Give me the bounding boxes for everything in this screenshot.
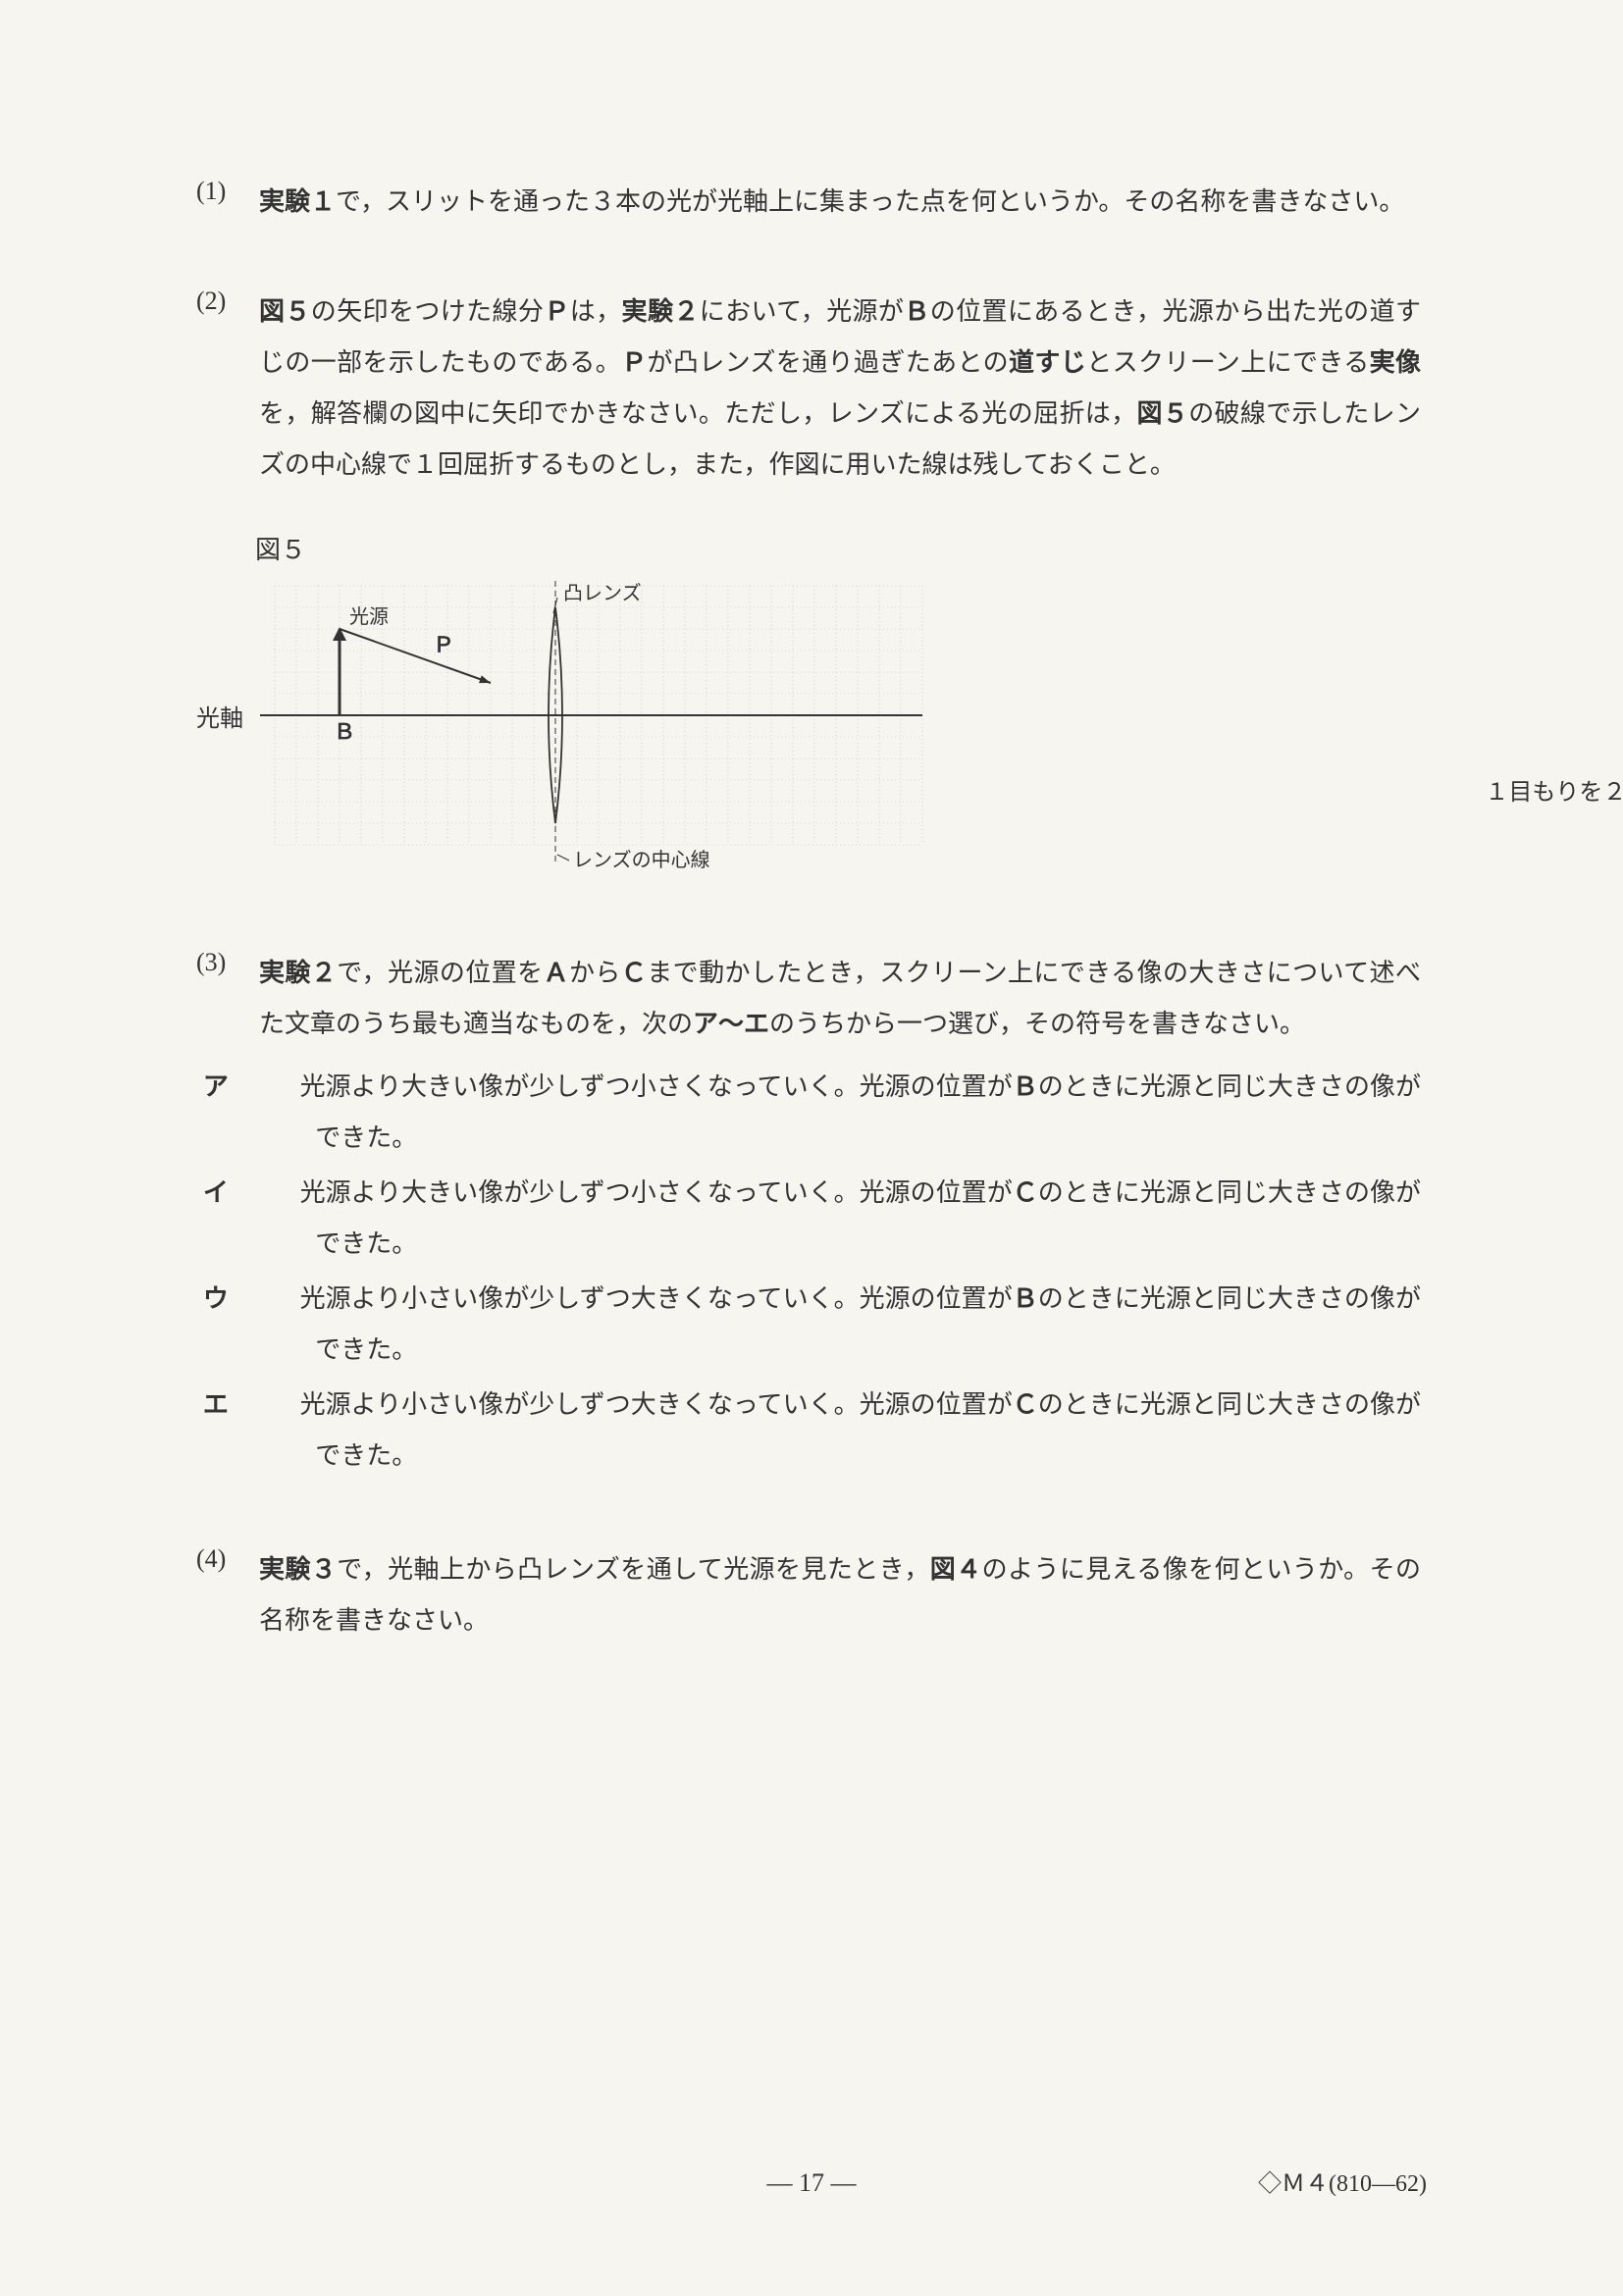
question-4: (4) 実験３で，光軸上から凸レンズを通して光源を見たとき，図４のように見える像… bbox=[196, 1544, 1427, 1646]
choice-a-t0: 光源より大きい像が少しずつ小さくなっていく。光源の位置が bbox=[300, 1072, 1013, 1101]
q2-body: 図５の矢印をつけた線分Ｐは，実験２において，光源がＢの位置にあるとき，光源から出… bbox=[259, 287, 1421, 491]
q3-t2: から bbox=[569, 959, 621, 987]
q2-bold-1: 図５ bbox=[259, 297, 311, 326]
q3-t1: で，光源の位置を bbox=[337, 959, 543, 987]
q3-A: Ａ bbox=[544, 959, 569, 987]
q3-number: (3) bbox=[196, 948, 255, 977]
q2-t2: は， bbox=[570, 297, 622, 326]
q3-choices: ア光源より大きい像が少しずつ小さくなっていく。光源の位置がＢのときに光源と同じ大… bbox=[259, 1062, 1421, 1482]
q1-bold-1: 実験１ bbox=[259, 187, 336, 216]
q4-bold-2: 図４ bbox=[930, 1555, 982, 1584]
svg-text:Ｐ: Ｐ bbox=[433, 633, 454, 657]
choice-u: ウ光源より小さい像が少しずつ大きくなっていく。光源の位置がＢのときに光源と同じ大… bbox=[259, 1274, 1421, 1376]
q2-bold-3: 道すじ bbox=[1009, 348, 1086, 377]
q4-bold-1: 実験３ bbox=[259, 1555, 337, 1584]
q2-bold-5: 図５ bbox=[1137, 399, 1189, 428]
q2-t3: において，光源が bbox=[700, 297, 905, 326]
exam-page: (1) 実験１で，スリットを通った３本の光が光軸上に集まった点を何というか。その… bbox=[0, 0, 1623, 2296]
page-code: ◇Ｍ４(810―62) bbox=[1258, 2164, 1427, 2198]
choice-a-key: ア bbox=[259, 1062, 300, 1113]
choice-a-b: Ｂ bbox=[1013, 1072, 1038, 1101]
q2-P1: Ｐ bbox=[544, 297, 569, 326]
figure5-svg: 光源 Ｂ Ｐ 凸レンズレンズの中心線 bbox=[255, 576, 962, 884]
q3-body: 実験２で，光源の位置をＡからＣまで動かしたとき，スクリーン上にできる像の大きさに… bbox=[259, 948, 1421, 1486]
q2-t5: が凸レンズを通り過ぎたあとの bbox=[647, 348, 1009, 377]
q2-P2: Ｐ bbox=[621, 348, 647, 377]
scale-note: １目もりを２cm とする bbox=[1485, 772, 1623, 807]
choice-e-t0: 光源より小さい像が少しずつ大きくなっていく。光源の位置が bbox=[300, 1390, 1013, 1419]
q4-t1: で，光軸上から凸レンズを通して光源を見たとき， bbox=[337, 1555, 930, 1584]
choice-i-key: イ bbox=[259, 1168, 300, 1219]
q4-body: 実験３で，光軸上から凸レンズを通して光源を見たとき，図４のように見える像を何とい… bbox=[259, 1544, 1421, 1646]
svg-text:Ｂ: Ｂ bbox=[334, 719, 355, 744]
q2-t6: とスクリーン上にできる bbox=[1086, 348, 1369, 377]
question-1: (1) 実験１で，スリットを通った３本の光が光軸上に集まった点を何というか。その… bbox=[196, 177, 1427, 228]
q3-bold-1: 実験２ bbox=[259, 959, 337, 987]
q1-text-1: で，スリットを通った３本の光が光軸上に集まった点を何というか。その名称を書きなさ… bbox=[336, 187, 1404, 216]
choice-i-t0: 光源より大きい像が少しずつ小さくなっていく。光源の位置が bbox=[300, 1178, 1013, 1207]
choice-i-b: Ｃ bbox=[1013, 1178, 1038, 1207]
choice-a: ア光源より大きい像が少しずつ小さくなっていく。光源の位置がＢのときに光源と同じ大… bbox=[259, 1062, 1421, 1164]
choice-i: イ光源より大きい像が少しずつ小さくなっていく。光源の位置がＣのときに光源と同じ大… bbox=[259, 1168, 1421, 1270]
svg-text:凸レンズ: 凸レンズ bbox=[563, 582, 642, 604]
optical-axis-label: 光軸 bbox=[196, 699, 243, 733]
q4-number: (4) bbox=[196, 1544, 255, 1574]
q2-number: (2) bbox=[196, 287, 255, 316]
svg-text:レンズの中心線: レンズの中心線 bbox=[573, 849, 710, 871]
q2-bold-4: 実像 bbox=[1370, 348, 1421, 377]
svg-text:光源: 光源 bbox=[349, 605, 389, 628]
question-3: (3) 実験２で，光源の位置をＡからＣまで動かしたとき，スクリーン上にできる像の… bbox=[196, 948, 1427, 1486]
q2-t1: の矢印をつけた線分 bbox=[311, 297, 545, 326]
choice-e: エ光源より小さい像が少しずつ大きくなっていく。光源の位置がＣのときに光源と同じ大… bbox=[259, 1380, 1421, 1482]
choice-u-key: ウ bbox=[259, 1274, 300, 1325]
q2-bold-2: 実験２ bbox=[622, 297, 700, 326]
choice-u-t0: 光源より小さい像が少しずつ大きくなっていく。光源の位置が bbox=[300, 1284, 1013, 1313]
q1-number: (1) bbox=[196, 177, 255, 206]
choice-u-b: Ｂ bbox=[1013, 1284, 1038, 1313]
q3-t4: のうちから一つ選び，その符号を書きなさい。 bbox=[769, 1010, 1305, 1038]
figure5-wrap: 光軸 光源ＢＰ凸レンズレンズの中心線 １目もりを２cm とする bbox=[255, 576, 1427, 889]
question-2: (2) 図５の矢印をつけた線分Ｐは，実験２において，光源がＢの位置にあるとき，光… bbox=[196, 287, 1427, 889]
choice-e-key: エ bbox=[259, 1380, 300, 1431]
q1-body: 実験１で，スリットを通った３本の光が光軸上に集まった点を何というか。その名称を書… bbox=[259, 177, 1421, 228]
q2-t7: を，解答欄の図中に矢印でかきなさい。ただし，レンズによる光の屈折は， bbox=[259, 399, 1137, 428]
q3-bold-2: ア～エ bbox=[693, 1010, 769, 1038]
figure5-label: 図５ bbox=[255, 530, 1427, 566]
choice-e-b: Ｃ bbox=[1013, 1390, 1038, 1419]
q2-B: Ｂ bbox=[904, 297, 929, 326]
q3-C: Ｃ bbox=[621, 959, 647, 987]
